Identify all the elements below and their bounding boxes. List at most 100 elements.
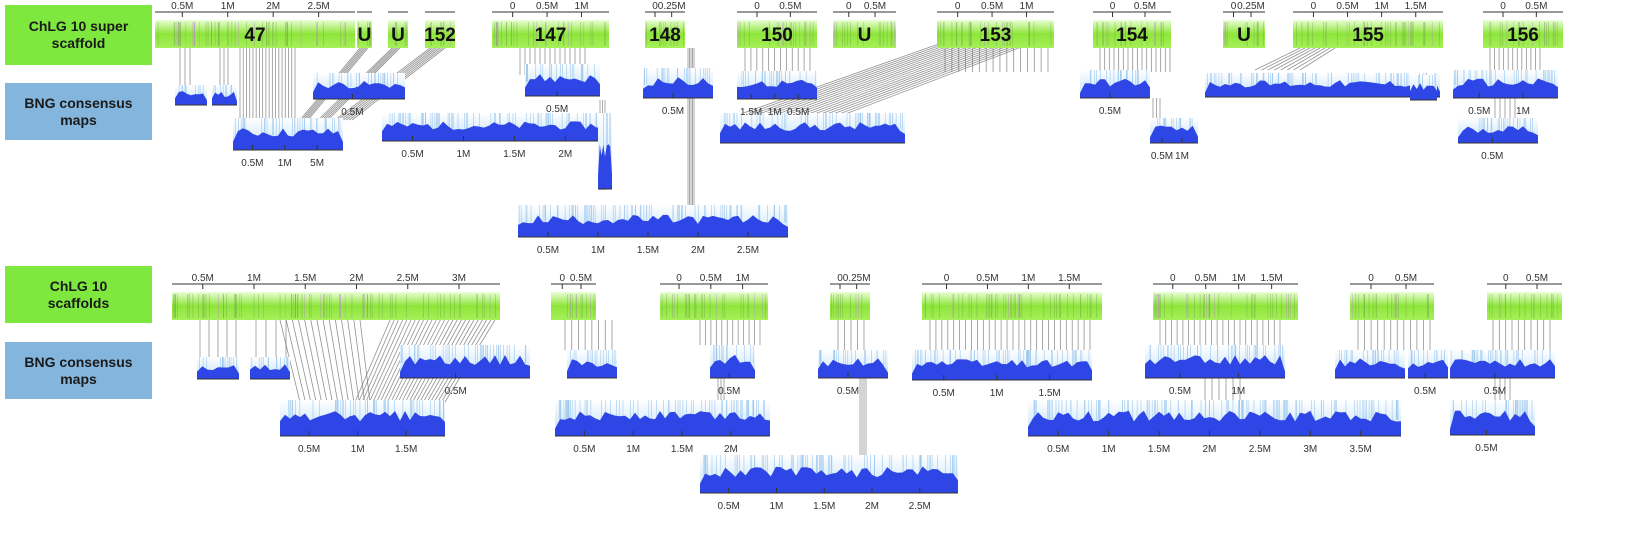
- bottom-map-6-density: [555, 411, 770, 436]
- bottom-scaffold-5-tick-label: 0: [944, 273, 950, 284]
- top-link: [1293, 47, 1331, 71]
- bottom-map-10-tick-label: 0.5M: [933, 388, 955, 399]
- bottom-map-14-tick-label: 0.5M: [1414, 386, 1436, 397]
- bottom-scaffold-5-bar: [922, 292, 1102, 320]
- top-map-11-tick-label: 0.5M: [1099, 106, 1121, 117]
- top-map-5-tick-label: 2M: [558, 149, 572, 160]
- top-scaffold-11-tick-label: 0.25M: [1237, 1, 1265, 12]
- bottom-map-9: [700, 455, 958, 494]
- top-scaffold-7: [737, 11, 817, 48]
- top-scaffold-6: [645, 11, 685, 48]
- bottom-map-8-density: [818, 358, 888, 378]
- top-link: [808, 39, 1014, 117]
- top-scaffold-label: ChLG 10 super scaffold: [5, 5, 152, 65]
- bottom-scaffold-2-bar: [551, 292, 596, 320]
- top-scaffold-6-tick-label: 0.25M: [658, 1, 686, 12]
- top-scaffold-4-bar: [425, 20, 455, 48]
- top-scaffold-9-label: 153: [980, 25, 1012, 46]
- top-scaffold-5-tick-label: 0.5M: [536, 1, 558, 12]
- top-scaffold-6-tick-label: 0: [652, 1, 658, 12]
- bottom-map-13-density: [1335, 358, 1405, 378]
- bottom-map-11: [1145, 345, 1285, 379]
- bottom-map-9-tick-label: 1M: [769, 501, 783, 512]
- top-scaffold-13-label: 156: [1507, 25, 1539, 46]
- bottom-scaffold-8-tick-label: 0: [1503, 273, 1509, 284]
- top-scaffold-8-tick-label: 0: [846, 1, 852, 12]
- bottom-map-15-tick-label: 0.5M: [1484, 386, 1506, 397]
- top-scaffold-2: [357, 11, 372, 48]
- top-link: [1274, 47, 1316, 71]
- bottom-map-15-density: [1450, 359, 1555, 378]
- top-map-12-tick-label: 1M: [1175, 151, 1189, 162]
- bottom-map-6: [555, 400, 770, 437]
- top-map-5-tick-label: 1M: [457, 149, 471, 160]
- top-scaffold-12-bar: [1293, 20, 1443, 48]
- top-map-1-density: [175, 91, 207, 105]
- top-map-16: [1458, 118, 1538, 144]
- top-scaffold-6-bar: [645, 20, 685, 48]
- scaffold-bars: [155, 11, 1563, 320]
- bottom-scaffold-6-tick-label: 1.5M: [1261, 273, 1283, 284]
- top-map-6-density: [525, 74, 600, 96]
- top-scaffold-11: [1223, 11, 1265, 48]
- top-scaffold-12-label: 155: [1352, 25, 1384, 46]
- top-map-5: [382, 113, 606, 142]
- top-map-17-tick-label: 2M: [691, 245, 705, 256]
- top-scaffold-11-tick-label: 0: [1231, 1, 1237, 12]
- top-map-5-density: [382, 121, 606, 141]
- top-scaffold-9-tick-label: 0: [955, 1, 961, 12]
- alignment-links: [179, 39, 1551, 458]
- bottom-map-7: [710, 345, 755, 379]
- top-scaffold-4: [425, 11, 455, 48]
- bottom-scaffold-1-tick-label: 3M: [452, 273, 466, 284]
- top-link: [765, 39, 977, 117]
- top-map-7: [643, 68, 713, 99]
- top-map-4-density: [233, 128, 343, 150]
- top-scaffold-7-tick-label: 0.5M: [779, 1, 801, 12]
- bottom-map-12: [1028, 400, 1401, 437]
- bottom-link: [379, 319, 420, 403]
- top-link: [734, 39, 951, 117]
- bottom-scaffold-4: [830, 283, 870, 320]
- top-map-6-tick-label: 0.5M: [546, 104, 568, 115]
- top-scaffold-10: [1093, 11, 1171, 48]
- top-link: [1286, 47, 1326, 71]
- bottom-scaffold-7-tick-label: 0.5M: [1395, 273, 1417, 284]
- bottom-map-4-density: [280, 411, 445, 436]
- top-map-2: [212, 85, 237, 106]
- top-link: [747, 39, 961, 117]
- top-scaffold-9: [937, 11, 1054, 48]
- bottom-scaffold-8: [1487, 283, 1562, 320]
- bottom-map-8-tick-label: 0.5M: [837, 386, 859, 397]
- bottom-map-7-density: [710, 354, 755, 378]
- top-map-10: [737, 71, 817, 100]
- bottom-map-1-density: [197, 365, 239, 379]
- bottom-map-15: [1450, 350, 1555, 379]
- top-map-3-density: [313, 81, 405, 99]
- top-map-15-tick-label: 1M: [1516, 106, 1530, 117]
- bottom-scaffold-5-tick-label: 1.5M: [1058, 273, 1080, 284]
- bottom-map-12-tick-label: 1M: [1102, 444, 1116, 455]
- top-map-17-density: [518, 214, 788, 237]
- top-map-17-tick-label: 0.5M: [537, 245, 559, 256]
- bottom-scaffold-label: ChLG 10 scaffolds: [5, 266, 152, 323]
- bottom-scaffold-4-tick-label: 0.25M: [843, 273, 871, 284]
- bottom-maps-label: BNG consensus maps: [5, 342, 152, 399]
- bottom-map-5-density: [567, 359, 617, 378]
- top-link: [802, 39, 1009, 117]
- top-map-15-tick-label: 0.5M: [1468, 106, 1490, 117]
- bottom-scaffold-3-tick-label: 0: [676, 273, 682, 284]
- bottom-link: [372, 319, 412, 403]
- top-link: [1261, 47, 1306, 71]
- top-link: [815, 39, 1019, 117]
- top-map-9-density: [720, 122, 905, 143]
- top-map-17-tick-label: 1.5M: [637, 245, 659, 256]
- top-scaffold-1: [155, 11, 355, 48]
- bottom-map-2-density: [250, 364, 290, 379]
- top-scaffold-1-label: 47: [244, 25, 265, 46]
- bottom-map-12-tick-label: 3M: [1303, 444, 1317, 455]
- bottom-scaffold-3-tick-label: 0.5M: [700, 273, 722, 284]
- top-scaffold-3-label: U: [391, 25, 405, 46]
- bottom-map-10: [912, 350, 1092, 381]
- bottom-map-9-density: [700, 466, 958, 493]
